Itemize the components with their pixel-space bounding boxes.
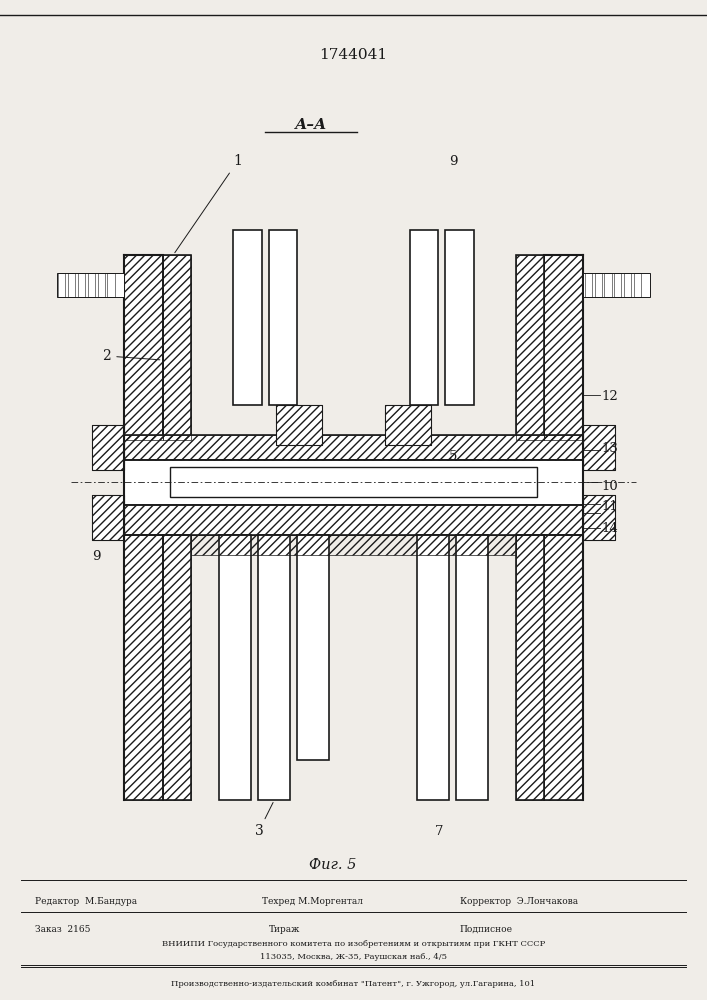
Bar [624,273,631,297]
Bar [124,255,163,440]
Bar [92,425,124,470]
Bar [516,535,544,800]
Text: 9: 9 [449,155,457,168]
Bar [258,535,290,800]
Text: 7: 7 [435,825,443,838]
Text: 13: 13 [601,442,618,455]
Text: 1744041: 1744041 [320,48,387,62]
Bar [68,273,75,297]
Bar [124,535,163,800]
Bar [410,230,438,405]
Bar [57,273,124,297]
Text: 3: 3 [255,802,273,838]
Bar [170,467,537,497]
Bar [88,273,95,297]
Text: А–А: А–А [295,118,327,132]
Bar [92,495,124,540]
Text: 1: 1 [175,154,243,253]
Text: 12: 12 [601,390,618,403]
Bar [107,273,115,297]
Bar [92,495,124,540]
Bar [58,273,65,297]
Bar [124,435,583,460]
Text: 14: 14 [601,522,618,535]
Text: 9: 9 [92,550,100,563]
Bar [544,535,583,800]
Bar [124,255,163,440]
Bar [544,535,583,800]
Bar [583,495,615,540]
Bar [78,273,85,297]
Text: 5: 5 [449,450,457,463]
Bar [445,230,474,405]
Text: Тираж: Тираж [269,925,300,934]
Bar [124,505,583,535]
Text: Подписное: Подписное [460,925,513,934]
Text: Фиг. 5: Фиг. 5 [308,858,356,872]
Bar [595,273,602,297]
Bar [124,535,163,800]
Text: Редактор  М.Бандура: Редактор М.Бандура [35,897,137,906]
Bar [585,273,592,297]
Bar [417,535,449,800]
Bar [297,535,329,760]
Bar [219,535,251,800]
Text: Производственно-издательский комбинат "Патент", г. Ужгород, ул.Гагарина, 101: Производственно-издательский комбинат "П… [171,980,536,988]
Bar [544,255,583,440]
Bar [583,425,615,470]
Text: 113035, Москва, Ж-35, Раушская наб., 4/5: 113035, Москва, Ж-35, Раушская наб., 4/5 [260,953,447,961]
Bar [544,255,583,440]
Bar [614,273,621,297]
Bar [516,255,544,440]
Bar [634,273,641,297]
Bar [163,255,191,440]
Bar [269,230,297,405]
Bar [163,255,191,440]
Bar [233,230,262,405]
Bar [163,535,191,800]
Bar [124,460,583,505]
Text: 10: 10 [601,480,618,493]
Bar [276,405,322,445]
Bar [604,273,612,297]
Text: Заказ  2165: Заказ 2165 [35,925,91,934]
Bar [583,273,650,297]
Bar [516,255,544,440]
Text: Корректор  Э.Лончакова: Корректор Э.Лончакова [460,897,578,906]
Text: 11: 11 [601,500,618,513]
Bar [385,405,431,445]
Bar [191,535,516,555]
Text: ВНИИПИ Государственного комитета по изобретениям и открытиям при ГКНТ СССР: ВНИИПИ Государственного комитета по изоб… [162,940,545,948]
Bar [98,273,105,297]
Bar [385,405,431,445]
Text: Техред М.Моргентал: Техред М.Моргентал [262,897,363,906]
Bar [163,535,191,800]
Text: 2: 2 [103,349,160,363]
Bar [456,535,488,800]
Bar [583,495,615,540]
Bar [124,505,583,535]
Bar [516,535,544,800]
Bar [583,425,615,470]
Bar [276,405,322,445]
Bar [124,435,583,460]
Bar [92,425,124,470]
